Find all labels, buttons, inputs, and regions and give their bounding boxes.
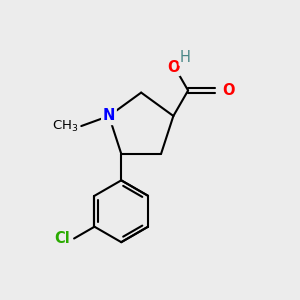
Text: Cl: Cl: [54, 231, 70, 246]
Text: H: H: [180, 50, 190, 65]
Text: N: N: [103, 109, 115, 124]
Text: O: O: [167, 60, 180, 75]
Text: O: O: [222, 83, 235, 98]
Text: CH$_3$: CH$_3$: [52, 118, 78, 134]
